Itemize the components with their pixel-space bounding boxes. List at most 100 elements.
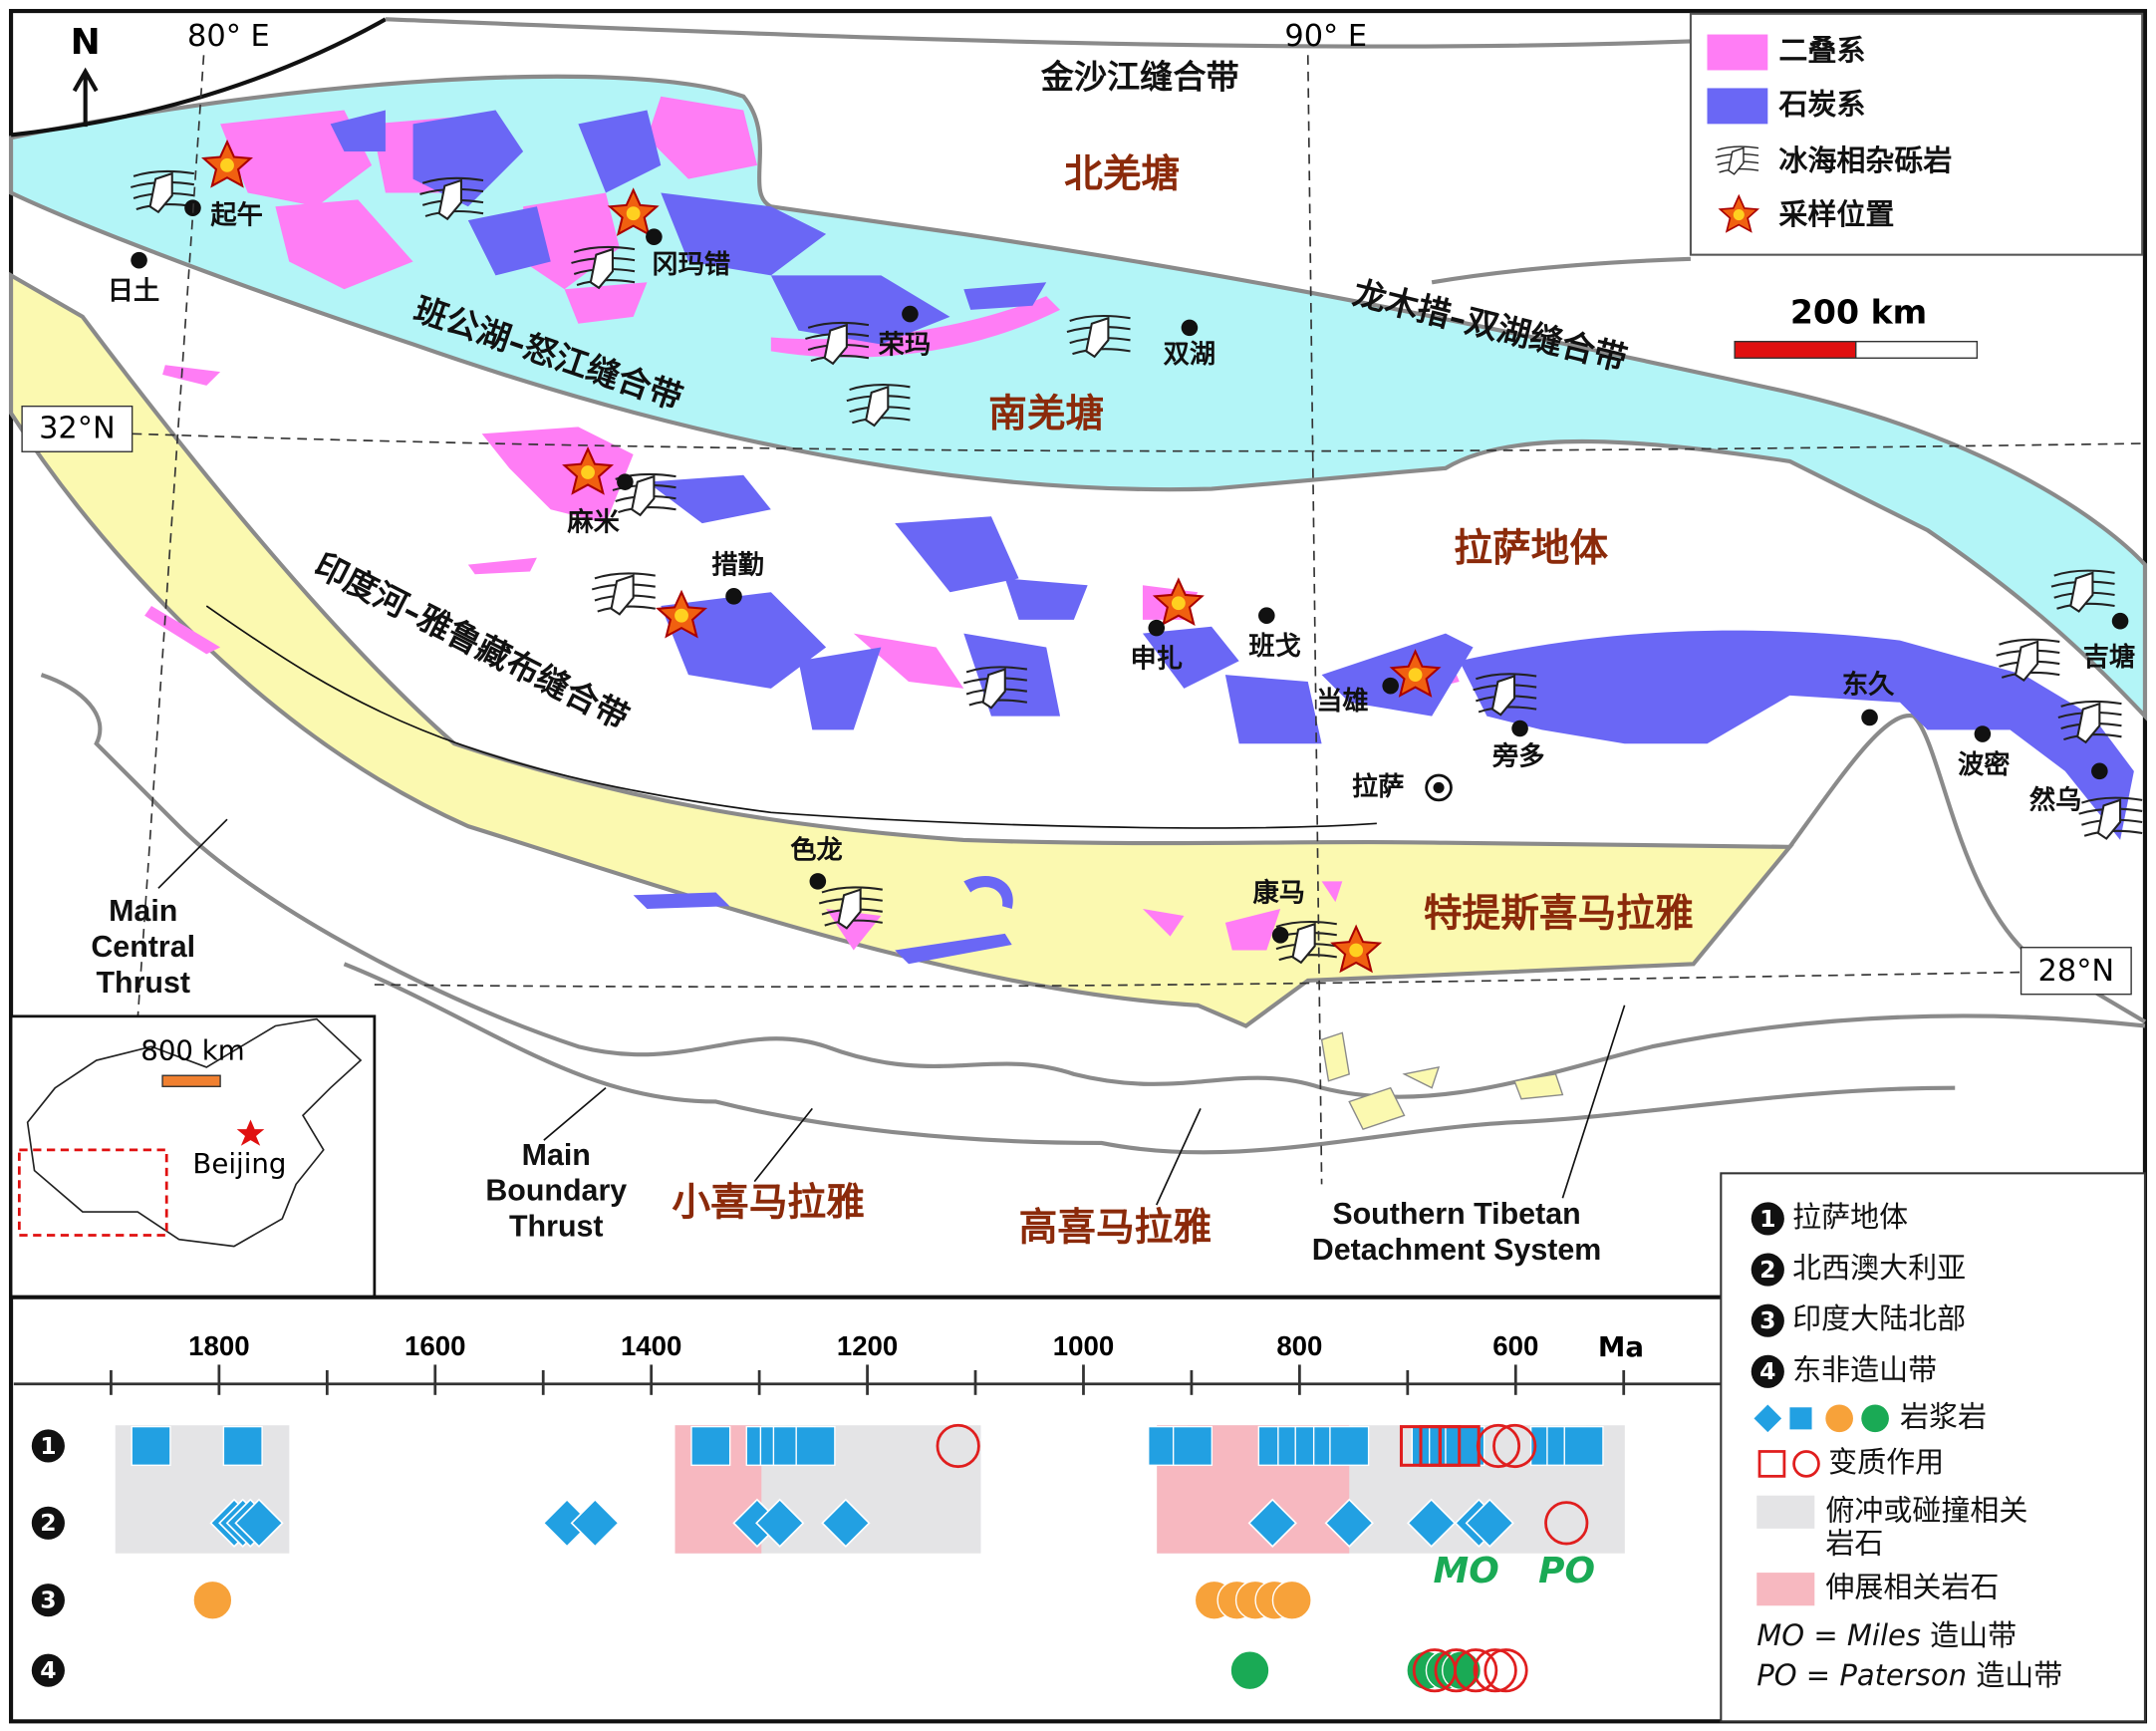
fault-label: Thrust <box>96 966 190 1000</box>
longitude-label: 80° E <box>187 19 270 54</box>
suffix: 造山带 <box>1967 1658 2062 1692</box>
magmatic-circle <box>192 1580 233 1620</box>
legend-label: 拉萨地体 <box>1792 1200 1908 1234</box>
row-label: 2 <box>1759 1256 1775 1284</box>
row-label: 1 <box>1759 1205 1775 1233</box>
axis-unit: Ma <box>1598 1330 1644 1363</box>
orogen-name: Paterson <box>1839 1658 1967 1692</box>
place-label: 然乌 <box>2029 785 2081 816</box>
legend-swatch <box>1707 88 1768 125</box>
timeline-legend-items: MO = Miles 造山带 1 拉萨地体 2 北西澳大利亚 3 印度大陆北部 4 东非造山带… <box>1751 1200 2062 1692</box>
north-arrow <box>72 67 99 128</box>
place-label: 起午 <box>210 199 263 230</box>
legend-circle <box>1861 1404 1889 1433</box>
study-area <box>17 1148 168 1237</box>
boundary <box>343 962 1956 1155</box>
x-tick-label: 1200 <box>837 1330 898 1361</box>
place-label: 日土 <box>108 276 160 306</box>
legend-square <box>1757 1450 1786 1478</box>
place-label: 措勤 <box>711 550 764 580</box>
boundary <box>385 17 1692 49</box>
x-tick-label: 600 <box>1492 1330 1538 1361</box>
inset-scale-bar <box>161 1074 221 1087</box>
row-badge <box>31 1584 65 1617</box>
legend-mo: PO = Paterson 造山带 <box>1756 1658 2062 1692</box>
metamorphic-circle <box>1492 1423 1537 1469</box>
fault-label: Main <box>109 894 177 928</box>
place-label: 吉塘 <box>2083 642 2136 673</box>
terrane-label: 拉萨地体 <box>1454 526 1608 571</box>
magmatic-circle <box>1229 1650 1270 1691</box>
row-badge <box>1751 1202 1784 1236</box>
row-label: 3 <box>40 1587 56 1614</box>
magmatic-square <box>1329 1425 1370 1466</box>
inset-city: Beijing <box>192 1147 286 1180</box>
orogen-name: Miles <box>1847 1618 1921 1652</box>
x-tick-label: 1400 <box>621 1330 681 1361</box>
timeline-legend <box>1720 1172 2146 1723</box>
x-tick-label: 1800 <box>188 1330 249 1361</box>
latitude-box <box>21 405 134 452</box>
magmatic-square <box>222 1425 263 1466</box>
inset-scale-label: 800 km <box>140 1034 244 1067</box>
suffix: 造山带 <box>1921 1618 2017 1652</box>
magmatic-circle <box>1271 1580 1312 1620</box>
magmatic-square <box>1172 1425 1213 1466</box>
fault-label: Southern Tibetan <box>1332 1197 1580 1231</box>
legend-label: 北西澳大利亚 <box>1792 1251 1966 1285</box>
orogen-annotation: PO <box>1538 1551 1595 1591</box>
place-label: 康马 <box>1253 877 1306 908</box>
row-label: 3 <box>1759 1306 1775 1334</box>
legend-label: 印度大陆北部 <box>1792 1301 1966 1335</box>
legend-swatch <box>1756 1495 1815 1529</box>
scale-bar <box>1855 341 1979 359</box>
place-label: 波密 <box>1958 749 2011 780</box>
place-label: 双湖 <box>1164 340 1216 370</box>
magmatic-diamond <box>234 1498 284 1549</box>
fault-label: Boundary <box>485 1174 627 1208</box>
permian-outcrops <box>144 96 1653 957</box>
metamorphic-circle <box>1476 1423 1521 1469</box>
place-label: 冈玛错 <box>652 250 730 280</box>
row-badge <box>1751 1253 1784 1287</box>
scale-bar <box>1734 341 1857 359</box>
metamorphic-circle <box>936 1423 980 1469</box>
legend-label: 东非造山带 <box>1792 1352 1937 1386</box>
legend-mo: MO = Miles 造山带 <box>1756 1618 2017 1652</box>
x-tick-label: 800 <box>1276 1330 1322 1361</box>
terrane-label: 北羌塘 <box>1064 151 1180 196</box>
eq: = <box>1804 1618 1847 1652</box>
magmatic-square <box>795 1425 836 1466</box>
locality-dots <box>131 199 2129 944</box>
legend-label: 冰海相杂砾岩 <box>1778 144 1952 177</box>
china-outline <box>26 1017 363 1248</box>
magmatic-diamond <box>570 1498 620 1549</box>
north-label: N <box>71 22 101 63</box>
legend-label: 岩石 <box>1825 1526 1883 1560</box>
boundary <box>1431 256 2146 1024</box>
thrust-line <box>10 17 387 138</box>
legend-label: 变质作用 <box>1828 1445 1944 1479</box>
abbr: PO <box>1756 1658 1796 1692</box>
place-label: 麻米 <box>567 508 620 538</box>
metamorphic-circle <box>1434 1648 1479 1693</box>
magmatic-diamond <box>821 1498 871 1549</box>
terrane-label: 高喜马拉雅 <box>1019 1206 1212 1251</box>
row-badge <box>1751 1303 1784 1337</box>
legend-label: 俯冲或碰撞相关 <box>1825 1493 2027 1527</box>
eq: = <box>1797 1658 1840 1692</box>
terrane-label: 南羌塘 <box>988 392 1104 436</box>
legend-diamond <box>1753 1404 1782 1433</box>
graticule <box>132 55 2145 1185</box>
magmatic-square <box>690 1425 731 1466</box>
orogen-annotation: MO <box>1434 1551 1499 1591</box>
legend-circle <box>1792 1450 1820 1478</box>
boundary <box>40 673 2146 1099</box>
leucogranite <box>1320 1031 1564 1130</box>
place-label: 荣玛 <box>879 330 932 360</box>
legend-label: 石炭系 <box>1777 87 1865 121</box>
x-tick-label: 1000 <box>1053 1330 1114 1361</box>
